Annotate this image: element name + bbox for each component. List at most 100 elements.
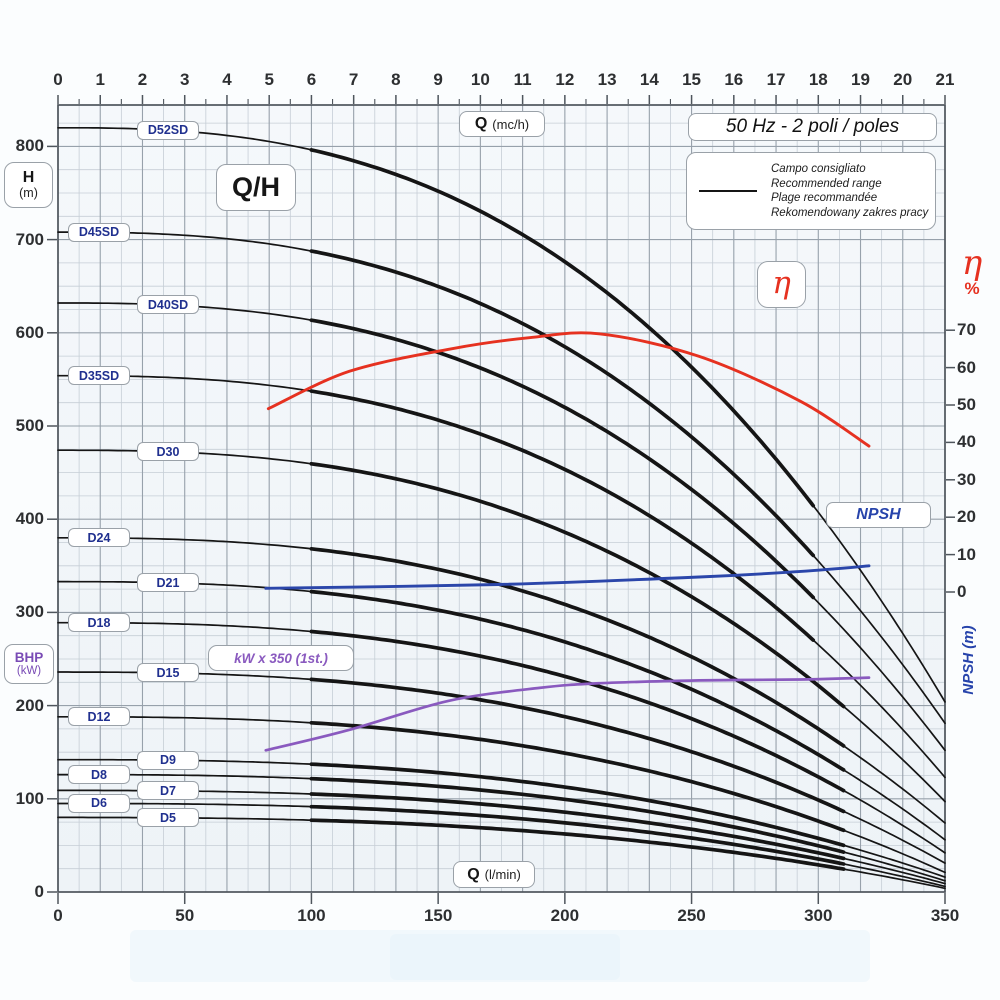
head-axis-badge: H (m)	[4, 162, 53, 208]
right-tick-label: 10	[957, 544, 976, 564]
efficiency-symbol-badge: η	[757, 261, 806, 308]
head-curve-thick-d6	[309, 804, 846, 866]
top-tick-label: 15	[682, 70, 702, 89]
bottom-tick-label: 100	[297, 906, 326, 925]
left-tick-label: 500	[15, 416, 44, 435]
head-curve-thick-d35sd	[309, 389, 816, 642]
eta-axis-unit: %	[964, 279, 980, 298]
bottom-tick-label: 0	[53, 906, 63, 925]
right-tick-label: 60	[957, 357, 976, 377]
right-tick-label: 50	[957, 395, 976, 414]
legend-line-polish: Rekomendowany zakres pracy	[771, 206, 929, 219]
legend-line-italian: Campo consigliato	[771, 163, 866, 175]
right-tick-label: 0	[957, 582, 967, 601]
curve-label-d30: D30	[137, 442, 199, 462]
qh-title: Q/H	[231, 172, 280, 202]
left-tick-label: 200	[15, 695, 44, 715]
head-curve-thick-d18	[309, 629, 846, 793]
bottom-tick-label: 150	[423, 906, 453, 925]
head-curve-thick-d12	[309, 720, 846, 833]
left-tick-label: 400	[15, 509, 44, 529]
npsh-axis-title: NPSH (m)	[960, 598, 982, 722]
left-tick-label: 600	[15, 322, 44, 342]
top-tick-label: 2	[137, 70, 148, 89]
bottom-flow-axis-badge: Q (l/min)	[453, 861, 535, 888]
power-curve	[264, 676, 871, 752]
npsh-label: NPSH	[856, 506, 901, 523]
curve-label-d52sd: D52SD	[137, 120, 199, 140]
top-tick-label: 5	[264, 70, 274, 89]
head-curve-thick-d52sd	[309, 148, 816, 508]
top-tick-label: 4	[222, 70, 232, 89]
left-tick-label: 0	[34, 882, 44, 901]
bottom-flow-unit: (l/min)	[484, 867, 521, 882]
watermark	[130, 930, 870, 982]
curve-label-d15: D15	[137, 663, 199, 683]
bhp-symbol: BHP	[14, 650, 44, 665]
right-tick-label: 70	[957, 320, 976, 340]
efficiency-curve	[266, 331, 871, 448]
curve-label-d7: D7	[137, 781, 199, 801]
head-curve-thick-d8	[309, 776, 846, 854]
right-tick-label: 20	[957, 507, 976, 527]
top-tick-label: 8	[391, 70, 401, 89]
right-tick-label: 40	[957, 432, 976, 452]
curve-label-d35sd: D35SD	[68, 366, 130, 386]
head-curve-thick-d9	[309, 762, 846, 848]
bottom-tick-label: 300	[804, 906, 833, 925]
bottom-tick-label: 350	[930, 906, 960, 925]
right-tick-label: 30	[957, 469, 976, 489]
top-tick-label: 1	[95, 70, 105, 89]
top-tick-label: 7	[348, 70, 359, 89]
power-curve-label: kW x 350 (1st.)	[234, 650, 328, 666]
curve-label-d9: D9	[137, 750, 199, 770]
head-axis-unit: (m)	[19, 185, 38, 200]
top-tick-label: 18	[808, 70, 828, 89]
head-curve-thick-d30	[309, 461, 846, 709]
curve-label-d24: D24	[68, 528, 130, 548]
left-tick-label: 700	[15, 229, 44, 249]
bhp-unit: (kW)	[16, 665, 42, 678]
top-tick-label: 21	[935, 70, 955, 89]
head-curve-thick-d15	[309, 677, 846, 814]
top-tick-label: 0	[53, 70, 63, 89]
legend-line-english: Recommended range	[771, 177, 882, 190]
head-curve-thick-d7	[309, 792, 846, 861]
curve-label-d18: D18	[68, 613, 130, 633]
legend-line-french: Plage recommandée	[771, 192, 878, 204]
top-tick-label: 17	[766, 70, 786, 89]
top-flow-unit: (mc/h)	[492, 116, 530, 132]
curve-label-d5: D5	[137, 808, 199, 828]
top-tick-label: 16	[724, 70, 744, 89]
legend-line-sample	[699, 190, 757, 192]
qh-chart-title-badge: Q/H	[216, 164, 296, 211]
top-tick-label: 12	[555, 70, 575, 89]
top-tick-label: 3	[179, 70, 190, 89]
recommended-range-legend: Campo consigliato Recommended range Plag…	[686, 152, 936, 230]
curve-label-d8: D8	[68, 765, 130, 785]
curve-label-d6: D6	[68, 793, 130, 813]
head-curve-thick-d40sd	[309, 318, 816, 600]
bottom-tick-label: 250	[677, 906, 706, 925]
power-curve-badge: kW x 350 (1st.)	[208, 645, 354, 671]
top-tick-label: 20	[893, 70, 913, 89]
npsh-axis-text: NPSH (m)	[960, 625, 977, 695]
curve-label-d45sd: D45SD	[68, 222, 130, 242]
head-curve-thick-d5	[309, 818, 846, 871]
curve-label-d40sd: D40SD	[137, 295, 199, 315]
frequency-poles-text: 50 Hz - 2 poli / poles	[725, 116, 900, 137]
bottom-tick-label: 50	[175, 906, 195, 925]
top-tick-label: 10	[470, 70, 490, 89]
efficiency-axis-title: η %	[950, 246, 994, 298]
top-tick-label: 6	[306, 70, 317, 89]
top-tick-label: 9	[433, 70, 443, 89]
plot-border	[57, 104, 946, 893]
curve-label-d21: D21	[137, 573, 199, 593]
top-flow-axis-badge: Q (mc/h)	[459, 111, 545, 137]
head-axis-symbol: H	[22, 169, 35, 187]
top-flow-symbol: Q	[474, 115, 488, 132]
eta-symbol: η	[772, 264, 791, 301]
watermark	[390, 934, 620, 980]
